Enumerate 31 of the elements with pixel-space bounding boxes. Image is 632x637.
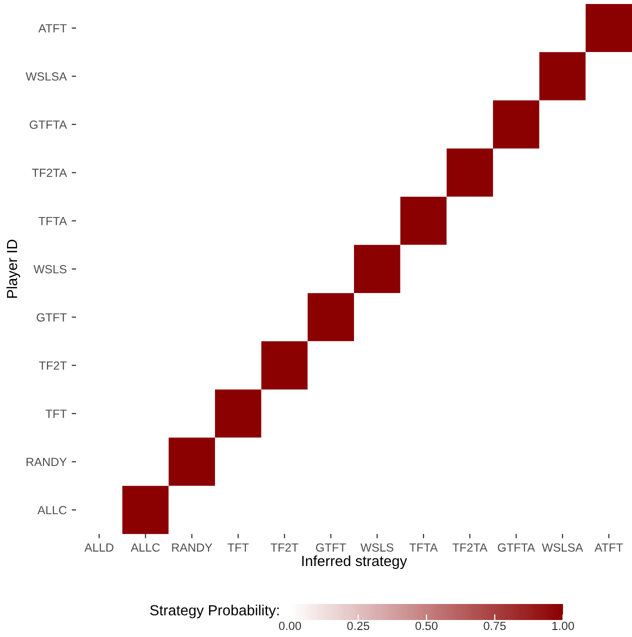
y-tick-label: GTFT	[36, 313, 67, 322]
y-tick-label: TFTA	[38, 216, 67, 226]
y-axis-title: Player ID	[6, 240, 20, 298]
y-tick-label: GTFTA	[30, 120, 67, 129]
x-tick-label: TFTA	[409, 543, 438, 552]
x-tick-label: TF2TA	[452, 543, 488, 552]
color-bar-label: 1.00	[552, 622, 574, 630]
x-axis-title: Inferred strategy	[302, 555, 408, 570]
color-bar-title: Strategy Probability:	[150, 604, 279, 618]
y-tick-label: WSLSA	[26, 72, 67, 81]
y-tick-label: TF2T	[39, 361, 67, 370]
color-bar-label: 0.25	[347, 622, 370, 630]
x-tick-label: TFT	[228, 543, 249, 552]
x-tick-label: RANDY	[172, 543, 212, 552]
x-tick-label: GTFT	[316, 543, 346, 552]
y-tick-label: TF2TA	[32, 168, 67, 177]
x-tick-label: ALLD	[84, 543, 114, 552]
x-tick-label: WSLS	[360, 543, 394, 552]
x-tick-label: GTFTA	[498, 543, 536, 552]
y-tick-label: TFT	[46, 410, 67, 418]
color-bar-label: 0.75	[484, 622, 506, 630]
color-bar-label: 0.50	[415, 622, 438, 630]
y-tick-label: ATFT	[38, 24, 67, 32]
y-tick-label: WSLS	[34, 265, 66, 274]
y-tick-label: RANDY	[26, 458, 67, 466]
y-tick-label: ALLC	[37, 506, 67, 514]
x-tick-label: WSLSA	[542, 543, 584, 552]
x-tick-label: ALLC	[130, 543, 160, 552]
color-bar-label: 0.00	[278, 622, 302, 630]
x-tick-label: TF2T	[270, 543, 298, 552]
x-tick-label: ATFT	[594, 543, 623, 552]
